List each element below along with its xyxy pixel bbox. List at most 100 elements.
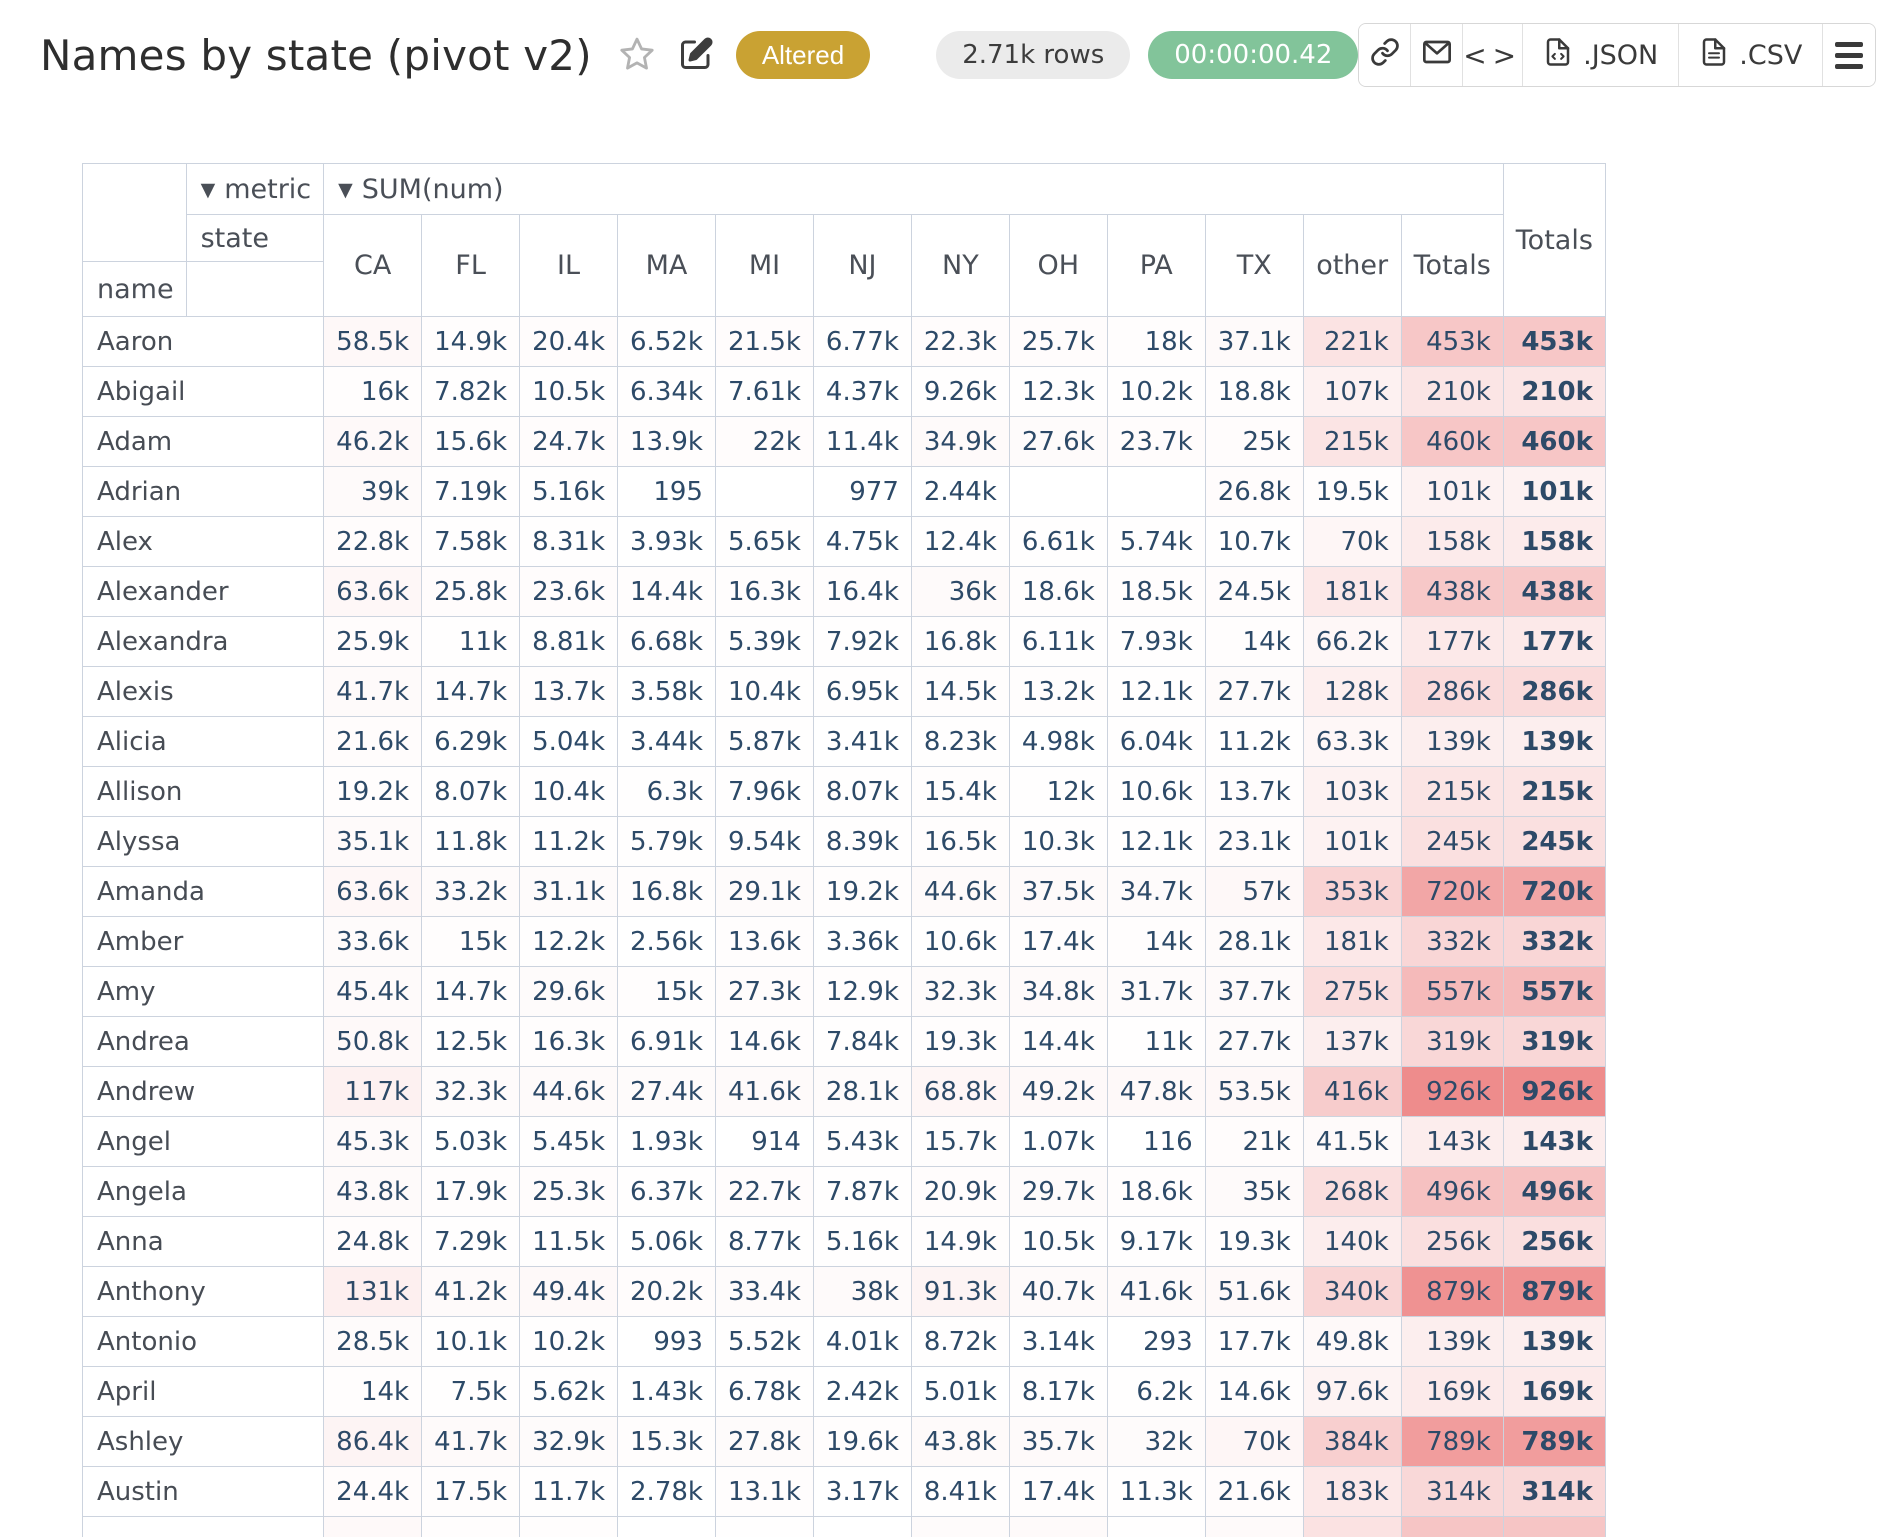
edit-pencil-icon <box>678 36 714 75</box>
value-cell <box>1502 1516 1606 1537</box>
row-name-cell: Andrew <box>81 1066 325 1117</box>
value-cell: 16.3k <box>714 566 814 617</box>
value-cell: 5.79k <box>617 816 716 867</box>
value-cell: 49.8k <box>1302 1316 1402 1367</box>
value-cell: 14k <box>1204 616 1304 667</box>
table-row: Andrew 117k 32.3k 44.6k 27.4k 41.6k 28.1k 68.8k… <box>81 1066 1606 1117</box>
value-cell: 5.43k <box>812 1116 912 1167</box>
value-cell <box>1400 1516 1504 1537</box>
table-row: Aaron 58.5k 14.9k 20.4k 6.52k 21.5k 6.77k 22.3k… <box>81 316 1606 367</box>
envelope-icon <box>1421 36 1453 75</box>
value-cell: 45.3k <box>323 1116 423 1167</box>
value-cell: 41.2k <box>421 1266 521 1317</box>
value-cell <box>1204 1516 1304 1537</box>
state-header: state <box>185 214 325 262</box>
value-cell: 7.61k <box>714 366 814 417</box>
row-name-cell: Amy <box>81 966 325 1017</box>
table-row: Alexandra 25.9k 11k 8.81k 6.68k 5.39k 7.92k 16.… <box>81 616 1606 667</box>
value-cell: 6.52k <box>617 316 716 367</box>
export-csv-button[interactable]: .CSV <box>1679 24 1824 86</box>
value-cell: 14.9k <box>910 1216 1010 1267</box>
value-cell: 27.7k <box>1204 1016 1304 1067</box>
favorite-star-button[interactable] <box>618 35 656 76</box>
email-button[interactable] <box>1411 24 1464 86</box>
table-row: Amber 33.6k 15k 12.2k 2.56k 13.6k 3.36k 10.6k 17… <box>81 916 1606 967</box>
value-cell: 41.7k <box>421 1416 521 1467</box>
value-cell: 44.6k <box>519 1066 619 1117</box>
row-name-cell: Ashley <box>81 1416 325 1467</box>
value-cell: 12.3k <box>1008 366 1108 417</box>
table-row: April 14k 7.5k 5.62k 1.43k 6.78k 2.42k 5.01k 8.1… <box>81 1366 1606 1417</box>
value-cell: 10.2k <box>1106 366 1206 417</box>
row-name-cell: Antonio <box>81 1316 325 1367</box>
value-cell: 3.17k <box>812 1466 912 1517</box>
value-cell: 384k <box>1302 1416 1402 1467</box>
value-cell: 10.7k <box>1204 516 1304 567</box>
column-header-other: other <box>1302 214 1402 317</box>
export-json-button[interactable]: .JSON <box>1523 24 1680 86</box>
value-cell: 37.5k <box>1008 866 1108 917</box>
value-cell: 158k <box>1400 516 1504 567</box>
value-cell: 140k <box>1302 1216 1402 1267</box>
hamburger-menu-icon <box>1835 41 1864 69</box>
value-cell: 22k <box>714 416 814 467</box>
value-cell: 7.93k <box>1106 616 1206 667</box>
value-cell: 49.4k <box>519 1266 619 1317</box>
row-name-cell: Anna <box>81 1216 325 1267</box>
value-cell: 97.6k <box>1302 1366 1402 1417</box>
value-cell: 6.95k <box>812 666 912 717</box>
row-name-cell: Allison <box>81 766 325 817</box>
row-grand-total-cell: 496k <box>1502 1166 1606 1217</box>
more-options-button[interactable] <box>1823 24 1875 86</box>
value-cell: 17.4k <box>1008 916 1108 967</box>
value-cell: 6.37k <box>617 1166 716 1217</box>
value-cell <box>1106 466 1206 517</box>
value-cell: 27.7k <box>1204 666 1304 717</box>
value-cell <box>1008 1516 1108 1537</box>
value-cell: 25k <box>1204 416 1304 467</box>
table-row: Angela 43.8k 17.9k 25.3k 6.37k 22.7k 7.87k 20.9… <box>81 1166 1606 1217</box>
row-name-cell: Aaron <box>81 316 325 367</box>
pivot-table-container[interactable]: ▼ metric ▼ SUM(num) Totals state CA FL IL MA M… <box>81 163 1606 1537</box>
json-file-icon <box>1543 37 1573 74</box>
table-row: Anna 24.8k 7.29k 11.5k 5.06k 8.77k 5.16k 14.9k 1… <box>81 1216 1606 1267</box>
value-cell: 143k <box>1400 1116 1504 1167</box>
value-cell: 6.61k <box>1008 516 1108 567</box>
value-cell: 6.34k <box>617 366 716 417</box>
value-cell: 139k <box>1400 1316 1504 1367</box>
value-cell: 1.93k <box>617 1116 716 1167</box>
metric-value-header[interactable]: ▼ SUM(num) <box>323 163 1504 215</box>
table-row: Alyssa 35.1k 11.8k 11.2k 5.79k 9.54k 8.39k 16.5… <box>81 816 1606 867</box>
value-cell: 10.5k <box>519 366 619 417</box>
row-name-cell: Abigail <box>81 366 325 417</box>
value-cell: 221k <box>1302 316 1402 367</box>
value-cell: 1.07k <box>1008 1116 1108 1167</box>
value-cell: 319k <box>1400 1016 1504 1067</box>
value-cell: 11.4k <box>812 416 912 467</box>
metric-header[interactable]: ▼ metric <box>185 163 325 215</box>
value-cell: 4.98k <box>1008 716 1108 767</box>
edit-title-button[interactable] <box>678 36 714 75</box>
value-cell: 720k <box>1400 866 1504 917</box>
copy-link-button[interactable] <box>1359 24 1412 86</box>
value-cell: 2.56k <box>617 916 716 967</box>
value-cell: 6.04k <box>1106 716 1206 767</box>
value-cell: 40.7k <box>1008 1266 1108 1317</box>
value-cell: 68.8k <box>910 1066 1010 1117</box>
value-cell: 19.2k <box>323 766 423 817</box>
table-row-partial <box>81 1516 1606 1537</box>
value-cell: 8.41k <box>910 1466 1010 1517</box>
value-cell: 5.16k <box>812 1216 912 1267</box>
value-cell: 268k <box>1302 1166 1402 1217</box>
value-cell: 977 <box>812 466 912 517</box>
embed-code-button[interactable]: <> <box>1463 24 1524 86</box>
value-cell: 70k <box>1302 516 1402 567</box>
value-cell: 5.06k <box>617 1216 716 1267</box>
altered-badge[interactable]: Altered <box>735 31 871 79</box>
value-cell: 11.2k <box>519 816 619 867</box>
value-cell: 23.1k <box>1204 816 1304 867</box>
value-cell: 2.42k <box>812 1366 912 1417</box>
value-cell: 10.4k <box>714 666 814 717</box>
column-header-nj: NJ <box>812 214 912 317</box>
value-cell: 13.6k <box>714 916 814 967</box>
